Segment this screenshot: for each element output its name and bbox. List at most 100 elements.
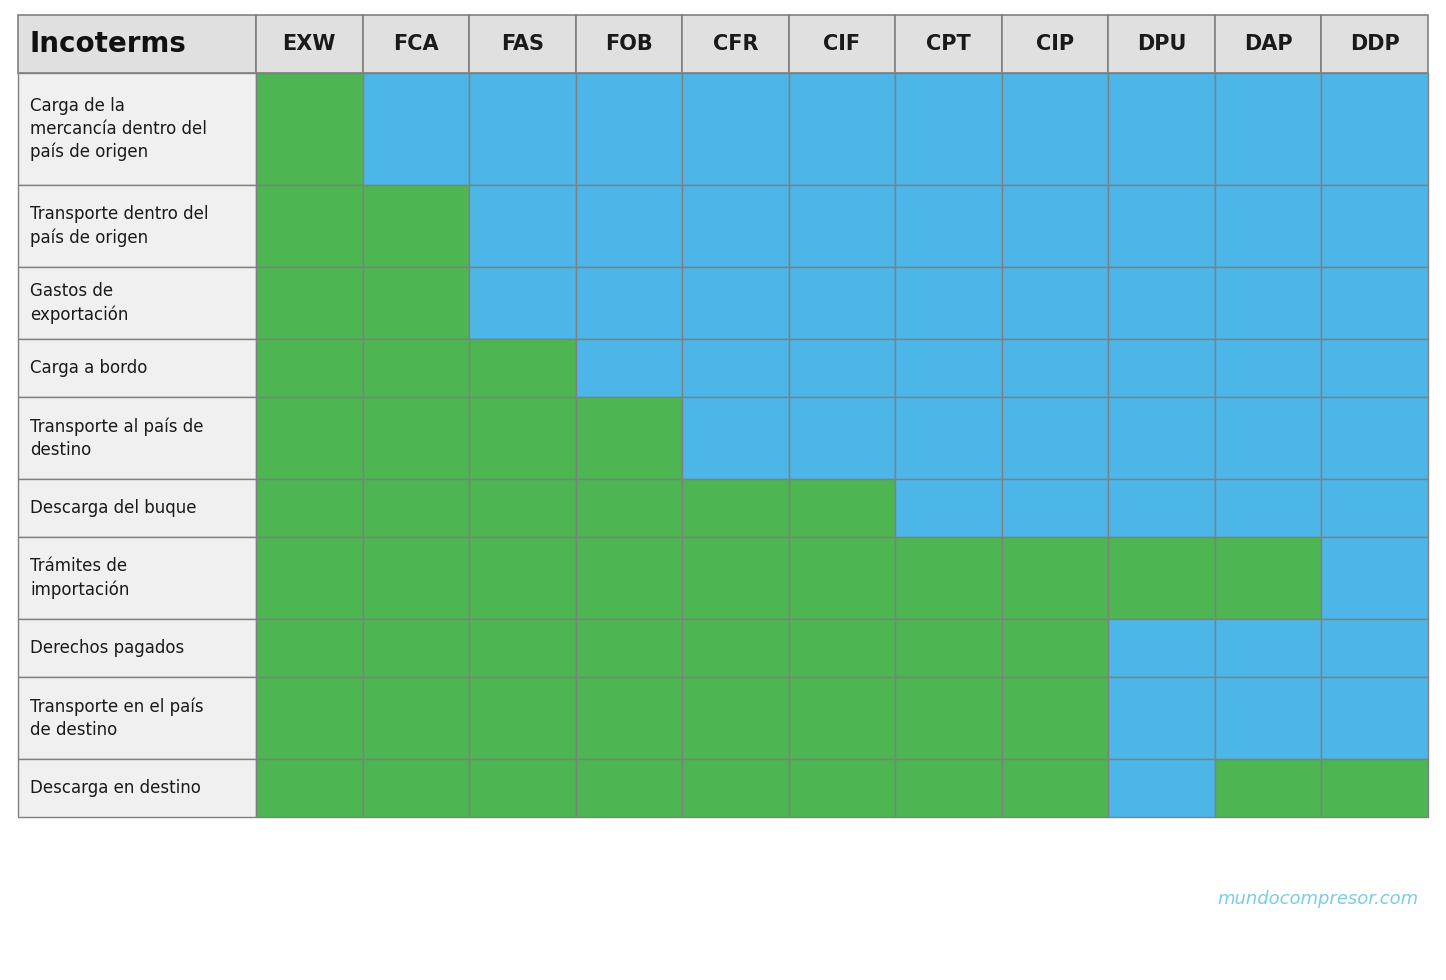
Bar bbox=[1109, 759, 1215, 817]
Bar bbox=[683, 15, 788, 73]
Text: Transporte dentro del
país de origen: Transporte dentro del país de origen bbox=[30, 205, 208, 247]
Bar bbox=[1322, 479, 1429, 537]
Text: Trámites de
importación: Trámites de importación bbox=[30, 558, 129, 599]
Bar bbox=[256, 73, 363, 185]
Bar bbox=[469, 759, 576, 817]
Bar bbox=[363, 73, 469, 185]
Bar bbox=[895, 15, 1002, 73]
Bar bbox=[256, 15, 363, 73]
Bar bbox=[1109, 267, 1215, 339]
Bar bbox=[683, 73, 788, 185]
Bar bbox=[1109, 479, 1215, 537]
Text: Transporte al país de
destino: Transporte al país de destino bbox=[30, 417, 204, 459]
Bar bbox=[1002, 479, 1109, 537]
Bar bbox=[17, 15, 256, 73]
Bar bbox=[683, 759, 788, 817]
Bar bbox=[469, 339, 576, 397]
Bar bbox=[363, 677, 469, 759]
Bar bbox=[576, 397, 683, 479]
Bar bbox=[1109, 15, 1215, 73]
Bar bbox=[788, 15, 895, 73]
Bar bbox=[1215, 759, 1322, 817]
Bar bbox=[895, 339, 1002, 397]
Bar bbox=[1002, 267, 1109, 339]
Bar bbox=[1322, 185, 1429, 267]
Bar bbox=[576, 267, 683, 339]
Bar bbox=[576, 185, 683, 267]
Bar bbox=[17, 185, 256, 267]
Bar bbox=[363, 397, 469, 479]
Bar bbox=[1215, 15, 1322, 73]
Text: DAP: DAP bbox=[1244, 34, 1293, 54]
Bar bbox=[1215, 537, 1322, 619]
Bar bbox=[256, 677, 363, 759]
Bar bbox=[1002, 15, 1109, 73]
Text: Transporte en el país
de destino: Transporte en el país de destino bbox=[30, 698, 204, 739]
Bar bbox=[1215, 267, 1322, 339]
Bar bbox=[1002, 339, 1109, 397]
Bar bbox=[256, 185, 363, 267]
Bar bbox=[895, 619, 1002, 677]
Text: Descarga en destino: Descarga en destino bbox=[30, 779, 201, 797]
Bar bbox=[788, 73, 895, 185]
Bar bbox=[683, 267, 788, 339]
Bar bbox=[1002, 619, 1109, 677]
Bar bbox=[788, 397, 895, 479]
Bar bbox=[576, 15, 683, 73]
Text: Incoterms: Incoterms bbox=[30, 30, 187, 58]
Bar bbox=[469, 185, 576, 267]
Bar bbox=[895, 759, 1002, 817]
Bar bbox=[363, 619, 469, 677]
Bar bbox=[363, 185, 469, 267]
Bar bbox=[1215, 397, 1322, 479]
Bar bbox=[1322, 73, 1429, 185]
Bar bbox=[469, 15, 576, 73]
Bar bbox=[469, 479, 576, 537]
Bar bbox=[1322, 759, 1429, 817]
Text: mundocompresor.com: mundocompresor.com bbox=[1218, 890, 1419, 907]
Bar bbox=[1002, 537, 1109, 619]
Bar bbox=[1215, 73, 1322, 185]
Bar bbox=[576, 339, 683, 397]
Bar bbox=[1002, 397, 1109, 479]
Bar bbox=[788, 339, 895, 397]
Bar bbox=[576, 677, 683, 759]
Bar bbox=[363, 537, 469, 619]
Bar bbox=[256, 397, 363, 479]
Bar bbox=[895, 479, 1002, 537]
Text: DDP: DDP bbox=[1351, 34, 1400, 54]
Text: FCA: FCA bbox=[393, 34, 438, 54]
Bar bbox=[17, 619, 256, 677]
Bar bbox=[1322, 267, 1429, 339]
Bar bbox=[895, 73, 1002, 185]
Bar bbox=[256, 619, 363, 677]
Bar bbox=[1322, 537, 1429, 619]
Bar bbox=[1109, 397, 1215, 479]
Bar bbox=[17, 339, 256, 397]
Bar bbox=[469, 677, 576, 759]
Bar bbox=[17, 677, 256, 759]
Bar bbox=[17, 267, 256, 339]
Bar bbox=[788, 267, 895, 339]
Bar bbox=[17, 759, 256, 817]
Bar bbox=[895, 185, 1002, 267]
Text: EXW: EXW bbox=[282, 34, 335, 54]
Bar bbox=[683, 397, 788, 479]
Bar bbox=[256, 339, 363, 397]
Bar bbox=[1002, 759, 1109, 817]
Bar bbox=[1002, 73, 1109, 185]
Bar bbox=[683, 619, 788, 677]
Text: CFR: CFR bbox=[713, 34, 758, 54]
Bar bbox=[576, 759, 683, 817]
Bar bbox=[1002, 677, 1109, 759]
Bar bbox=[469, 619, 576, 677]
Bar bbox=[683, 479, 788, 537]
Bar bbox=[1109, 619, 1215, 677]
Bar bbox=[1215, 339, 1322, 397]
Bar bbox=[363, 479, 469, 537]
Bar bbox=[576, 619, 683, 677]
Bar bbox=[683, 677, 788, 759]
Bar bbox=[788, 619, 895, 677]
Bar bbox=[363, 267, 469, 339]
Text: CIP: CIP bbox=[1035, 34, 1074, 54]
